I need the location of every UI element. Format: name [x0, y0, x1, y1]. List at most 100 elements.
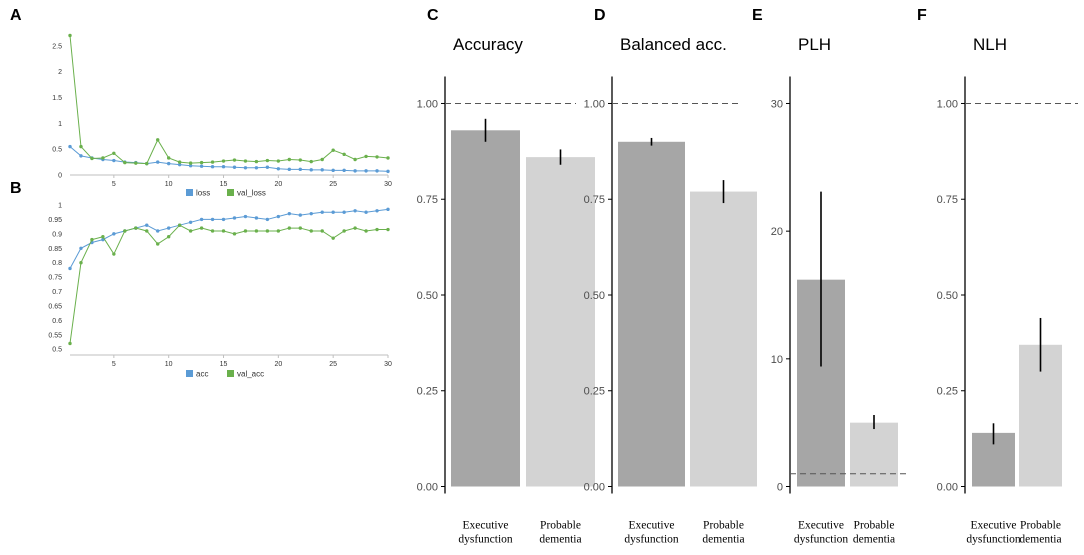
a-x-tick-label: 30	[384, 181, 392, 188]
point-val_acc	[298, 226, 302, 230]
point-acc	[353, 209, 357, 213]
a-y-tick-label: 1	[58, 121, 62, 128]
b-y-tick-label: 0.6	[52, 318, 62, 325]
b-y-tick-label: 1	[58, 203, 62, 210]
a-y-tick-label: 2	[58, 69, 62, 76]
point-acc	[342, 210, 346, 214]
point-val_acc	[386, 227, 390, 232]
point-val_acc	[199, 226, 204, 230]
point-val_loss	[353, 157, 357, 162]
point-acc	[221, 217, 226, 222]
point-val_acc	[79, 260, 83, 265]
point-val_loss	[112, 151, 116, 155]
d-y-tick-label: 0.00	[584, 482, 605, 494]
panel-label-b: B	[10, 180, 22, 197]
point-acc	[276, 214, 281, 219]
point-val_loss	[287, 157, 292, 162]
point-loss	[243, 166, 248, 170]
d-bar-probable-dementia	[690, 191, 757, 487]
f-y-tick-label: 0.25	[937, 386, 958, 398]
point-val_acc	[243, 229, 248, 233]
point-loss	[254, 166, 259, 170]
point-acc	[254, 216, 259, 220]
point-acc	[112, 232, 116, 236]
point-acc	[166, 226, 171, 230]
point-loss	[309, 168, 313, 172]
point-acc	[375, 209, 379, 213]
point-loss	[276, 167, 281, 171]
d-x-tick-label: Executive	[629, 520, 675, 532]
f-x-tick-label: Executive	[971, 520, 1017, 532]
point-val_loss	[331, 148, 335, 152]
panel-label-d: D	[594, 7, 606, 24]
panel-label-e: E	[752, 7, 763, 24]
point-val_loss	[298, 158, 302, 162]
point-acc	[68, 266, 72, 271]
e-y-tick-label: 30	[771, 98, 783, 110]
b-y-tick-label: 0.7	[52, 289, 62, 296]
c-y-tick-label: 0.50	[417, 290, 438, 302]
c-bar-probable-dementia	[526, 157, 595, 487]
point-val_acc	[123, 229, 127, 233]
point-acc	[199, 217, 204, 222]
chart-d-balanced-accuracy: Balanced acc. 0.00 0.25 0.50 0.75 1.00 Executi…	[584, 35, 757, 546]
point-val_loss	[123, 160, 127, 165]
point-val_loss	[199, 160, 204, 165]
c-x-tick-label: Probable	[540, 520, 581, 532]
b-y-tick-label: 0.85	[48, 246, 62, 253]
f-y-tick-label: 1.00	[937, 98, 958, 110]
point-val_loss	[79, 144, 83, 149]
e-y-tick-label: 0	[777, 482, 783, 494]
point-val_acc	[320, 229, 324, 233]
e-x-tick-label: Probable	[854, 520, 895, 532]
a-y-tick-label: 1.5	[52, 95, 62, 102]
chart-a-loss: 0 0.5 1 1.5 2 2.5 5 10 15 20 25 30 loss val_loss	[52, 33, 392, 198]
point-val_loss	[166, 156, 171, 160]
point-val_acc	[188, 229, 193, 233]
e-chart-title: PLH	[798, 35, 831, 54]
b-x-tick-label: 30	[384, 361, 392, 368]
b-y-tick-label: 0.8	[52, 260, 62, 267]
point-val_acc	[276, 229, 281, 233]
a-x-tick-label: 20	[274, 181, 282, 188]
point-acc	[320, 210, 324, 214]
point-loss	[79, 154, 83, 158]
point-val_loss	[221, 159, 226, 163]
d-chart-title: Balanced acc.	[620, 35, 727, 54]
c-y-tick-label: 0.75	[417, 194, 438, 206]
point-val_loss	[254, 159, 259, 164]
point-val_loss	[90, 156, 94, 161]
b-x-tick-label: 5	[112, 361, 116, 368]
point-val_loss	[265, 158, 270, 163]
e-x-tick-label: dysfunction	[794, 534, 849, 546]
f-x-tick-label: dysfunction	[966, 534, 1021, 546]
point-loss	[68, 144, 72, 149]
b-y-tick-label: 0.95	[48, 217, 62, 224]
f-chart-title: NLH	[973, 35, 1007, 54]
point-val_acc	[309, 229, 313, 233]
b-y-tick-label: 0.5	[52, 347, 62, 354]
d-y-tick-label: 0.25	[584, 386, 605, 398]
c-x-tick-label: dysfunction	[458, 534, 513, 546]
point-val_loss	[210, 160, 215, 164]
legend-swatch-val_acc	[227, 370, 234, 377]
d-x-tick-label: dysfunction	[624, 534, 679, 546]
point-val_acc	[342, 229, 346, 233]
e-x-tick-label: dementia	[853, 534, 895, 546]
point-val_loss	[320, 157, 324, 162]
point-val_loss	[68, 33, 72, 38]
f-y-tick-label: 0.75	[937, 194, 958, 206]
b-x-tick-label: 10	[165, 361, 173, 368]
point-acc	[386, 207, 390, 212]
point-acc	[156, 229, 160, 233]
point-val_acc	[134, 226, 138, 230]
e-y-tick-label: 10	[771, 354, 783, 366]
point-val_loss	[134, 161, 138, 165]
point-val_loss	[232, 158, 237, 162]
c-y-tick-label: 1.00	[417, 98, 438, 110]
point-loss	[320, 168, 324, 172]
point-acc	[188, 220, 193, 225]
c-chart-title: Accuracy	[453, 35, 523, 54]
